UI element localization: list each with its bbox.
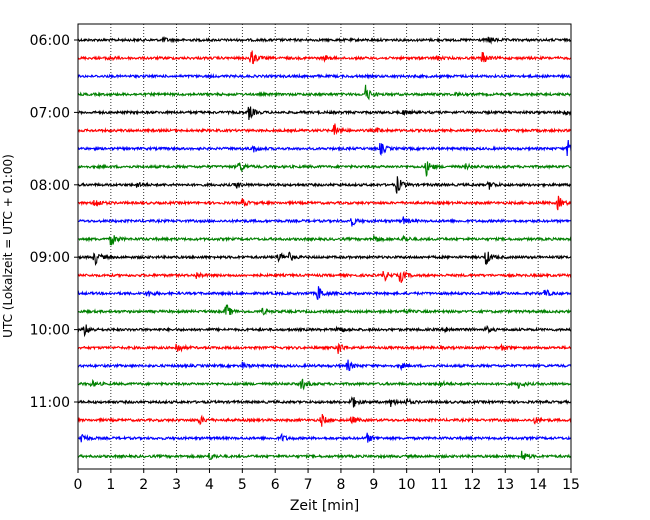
seismogram-trace: [77, 176, 572, 194]
seismogram-trace: [77, 216, 572, 227]
x-tick-label: 8: [336, 477, 345, 493]
x-tick-label: 11: [431, 477, 449, 493]
seismogram-trace: [77, 432, 572, 443]
y-tick-label: 10:00: [30, 323, 70, 339]
x-tick-label: 3: [172, 477, 181, 493]
x-tick-label: 13: [496, 477, 514, 493]
seismogram-trace: [77, 413, 572, 427]
seismogram-trace: [77, 304, 572, 316]
x-tick-label: 15: [562, 477, 580, 493]
y-axis-ticks: 06:00 07:00 08:00 09:00 10:00 11:00: [30, 33, 78, 411]
seismogram-trace: [77, 50, 572, 65]
y-tick-label: 09:00: [30, 250, 70, 266]
x-tick-label: 14: [529, 477, 547, 493]
x-tick-label: 10: [398, 477, 416, 493]
x-tick-label: 5: [238, 477, 247, 493]
x-tick-label: 9: [369, 477, 378, 493]
y-tick-label: 11:00: [30, 395, 70, 411]
seismogram-trace: [77, 450, 572, 461]
seismogram-trace: [77, 396, 572, 408]
y-axis-label: UTC (Lokalzeit = UTC + 01:00): [1, 154, 15, 338]
seismogram-trace: [77, 286, 572, 300]
seismogram-trace: [77, 72, 572, 80]
seismogram-trace: [77, 270, 572, 283]
x-tick-label: 4: [205, 477, 214, 493]
x-tick-label: 6: [271, 477, 280, 493]
seismogram-trace: [77, 359, 572, 372]
x-tick-label: 2: [139, 477, 148, 493]
y-tick-label: 06:00: [30, 33, 70, 49]
seismogram-trace: [77, 251, 572, 266]
y-tick-label: 08:00: [30, 178, 70, 194]
x-tick-label: 7: [304, 477, 313, 493]
seismogram-traces: [77, 36, 572, 461]
x-axis-label: Zeit [min]: [290, 498, 359, 514]
grid-lines: [110, 24, 539, 469]
seismogram-trace: [77, 84, 572, 101]
seismogram-trace: [77, 123, 572, 135]
x-tick-label: 0: [74, 477, 83, 493]
x-tick-label: 12: [463, 477, 481, 493]
seismogram-trace: [77, 234, 572, 246]
x-tick-label: 1: [106, 477, 115, 493]
x-axis-ticks: 0 1 2 3 4 5 6 7 8 9 10 11 12 13 14 15: [74, 469, 580, 493]
seismogram-trace: [77, 195, 572, 211]
seismogram-trace: [77, 378, 572, 391]
plot-frame: [77, 23, 572, 470]
seismogram-trace: [77, 106, 572, 120]
seismogram-trace: [77, 342, 572, 354]
seismogram-trace: [77, 161, 572, 178]
seismogram-trace: [77, 139, 572, 156]
seismogram-trace: [77, 36, 572, 45]
seismogram-trace: [77, 324, 572, 338]
y-tick-label: 07:00: [30, 105, 70, 121]
